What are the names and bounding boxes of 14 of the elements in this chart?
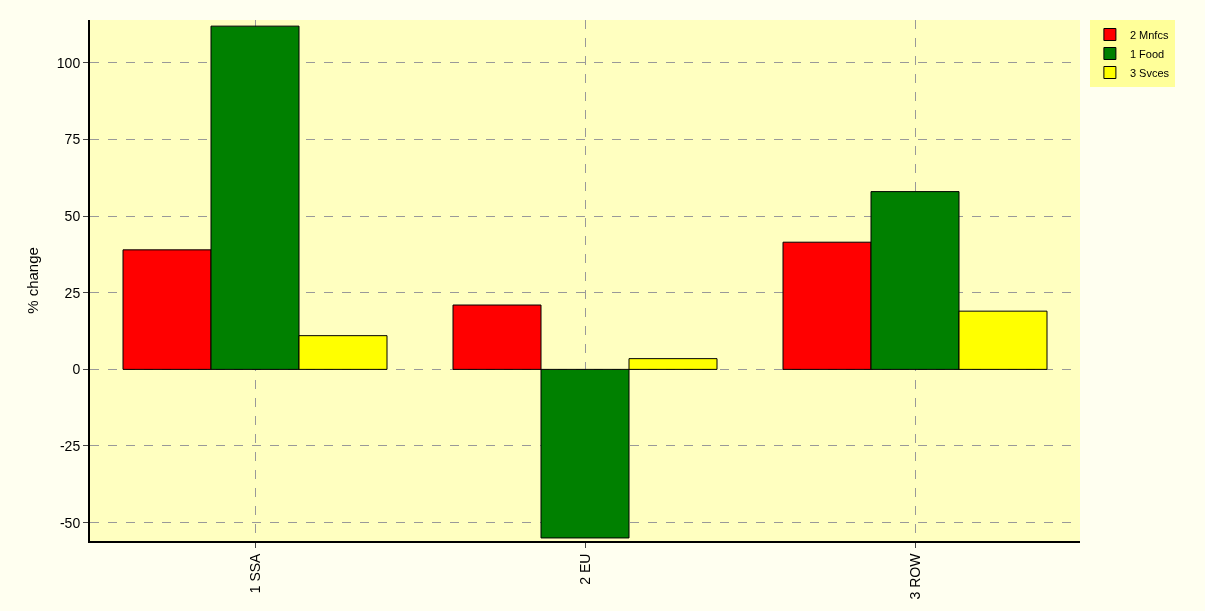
x-tick-label: 1 SSA — [246, 552, 263, 594]
legend-label: 1 Food — [1129, 47, 1165, 60]
y-tick-label: 0 — [72, 361, 81, 378]
y-axis-title: % change — [23, 247, 41, 314]
y-tick-label: 25 — [64, 284, 81, 301]
y-tick-label: 75 — [64, 131, 81, 148]
x-tick-label: 2 EU — [576, 553, 593, 585]
legend-label: 2 Mnfcs — [1129, 28, 1169, 41]
y-tick-label: 50 — [64, 208, 81, 225]
y-tick-label: 100 — [56, 54, 81, 71]
x-tick-label: 3 ROW — [906, 552, 923, 600]
legend-label: 3 Svces — [1129, 66, 1170, 79]
y-tick-label: -50 — [59, 514, 81, 531]
y-tick-label: -25 — [59, 437, 81, 454]
